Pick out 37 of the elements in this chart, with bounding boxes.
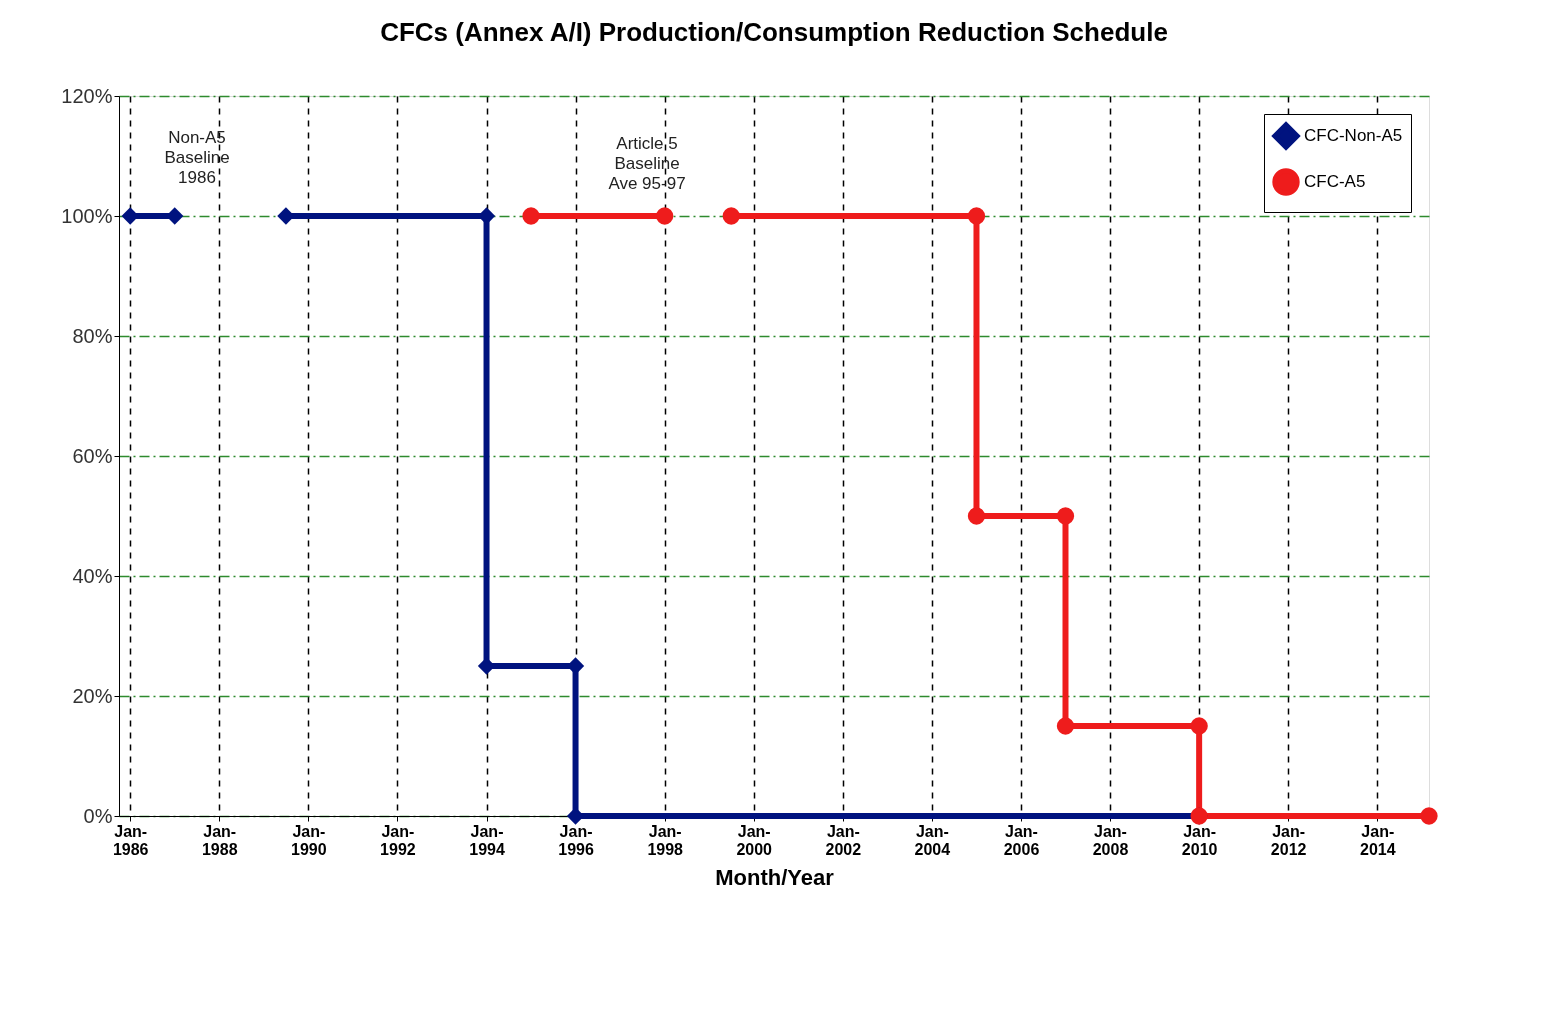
y-tick-label: 0%: [83, 804, 113, 827]
point: [722, 207, 740, 225]
x-tick-label: Jan-1996: [558, 822, 594, 858]
x-tick-label: Jan-2002: [825, 822, 862, 858]
point: [656, 207, 674, 225]
x-tick-label: Jan-1986: [112, 822, 149, 858]
legend-label: CFC-Non-A5: [1304, 126, 1403, 145]
point: [1056, 717, 1075, 735]
x-tick-label: Jan-2000: [736, 822, 773, 858]
annotation: Non-A5 Baseline 1986: [164, 128, 230, 187]
point: [522, 207, 540, 225]
x-tick-label: Jan-1992: [380, 822, 416, 858]
x-tick-label: Jan-2006: [1003, 822, 1040, 858]
legend-label: CFC-A5: [1304, 172, 1366, 191]
point: [1190, 717, 1208, 735]
x-axis-title: Month/Year: [715, 864, 835, 890]
x-tick-label: Jan-1998: [647, 822, 684, 858]
y-tick-label: 100%: [61, 204, 113, 227]
y-tick-label: 20%: [72, 684, 113, 707]
x-tick-label: Jan-2008: [1092, 822, 1129, 858]
x-tick-label: Jan-2004: [914, 822, 951, 858]
x-tick-label: Jan-1988: [201, 822, 238, 858]
chart-title: CFCs (Annex A/I) Production/Consumption Reduction Schedule: [380, 17, 1168, 47]
y-tick-label: 40%: [72, 564, 113, 587]
x-tick-label: Jan-2012: [1270, 822, 1307, 858]
y-tick-label: 120%: [61, 84, 113, 107]
point: [1056, 507, 1075, 525]
x-tick-label: Jan-2014: [1360, 822, 1396, 858]
annotation: Article 5 Baseline Ave 95-97: [608, 134, 686, 193]
x-tick-label: Jan-1990: [291, 822, 327, 858]
x-tick-label: Jan-1994: [469, 822, 505, 858]
point: [967, 507, 986, 525]
y-tick-label: 60%: [72, 444, 113, 467]
point: [967, 207, 986, 225]
point: [1420, 807, 1438, 825]
x-tick-label: Jan-2010: [1181, 822, 1218, 858]
y-tick-label: 80%: [72, 324, 113, 347]
